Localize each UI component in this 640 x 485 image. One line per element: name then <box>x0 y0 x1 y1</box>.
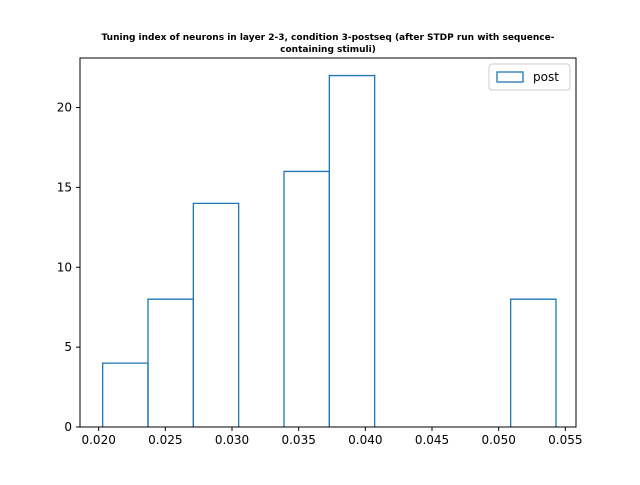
y-tick-label: 5 <box>64 340 72 354</box>
legend-box <box>488 63 571 91</box>
y-tick-label: 15 <box>57 180 72 194</box>
x-tick-label: 0.025 <box>148 433 182 447</box>
legend-swatch <box>496 71 524 83</box>
axes-frame <box>79 57 577 428</box>
x-tick-label: 0.035 <box>281 433 315 447</box>
legend-label: post <box>533 70 559 84</box>
histogram-bar <box>192 202 240 427</box>
histogram-bar <box>147 298 194 427</box>
histogram-bar <box>283 170 330 427</box>
y-tick-label: 20 <box>57 101 72 115</box>
x-tick-label: 0.020 <box>81 433 115 447</box>
x-tick-label: 0.040 <box>348 433 382 447</box>
x-tick-label: 0.055 <box>548 433 582 447</box>
y-tick-label: 10 <box>57 260 72 274</box>
x-tick-label: 0.050 <box>481 433 515 447</box>
histogram-bar <box>102 362 149 427</box>
y-tick-label: 0 <box>64 420 72 434</box>
histogram-bar <box>328 74 376 427</box>
chart-title: Tuning index of neurons in layer 2-3, co… <box>101 33 555 55</box>
histogram-bar <box>510 298 557 427</box>
x-tick-label: 0.030 <box>215 433 249 447</box>
x-tick-label: 0.045 <box>415 433 449 447</box>
